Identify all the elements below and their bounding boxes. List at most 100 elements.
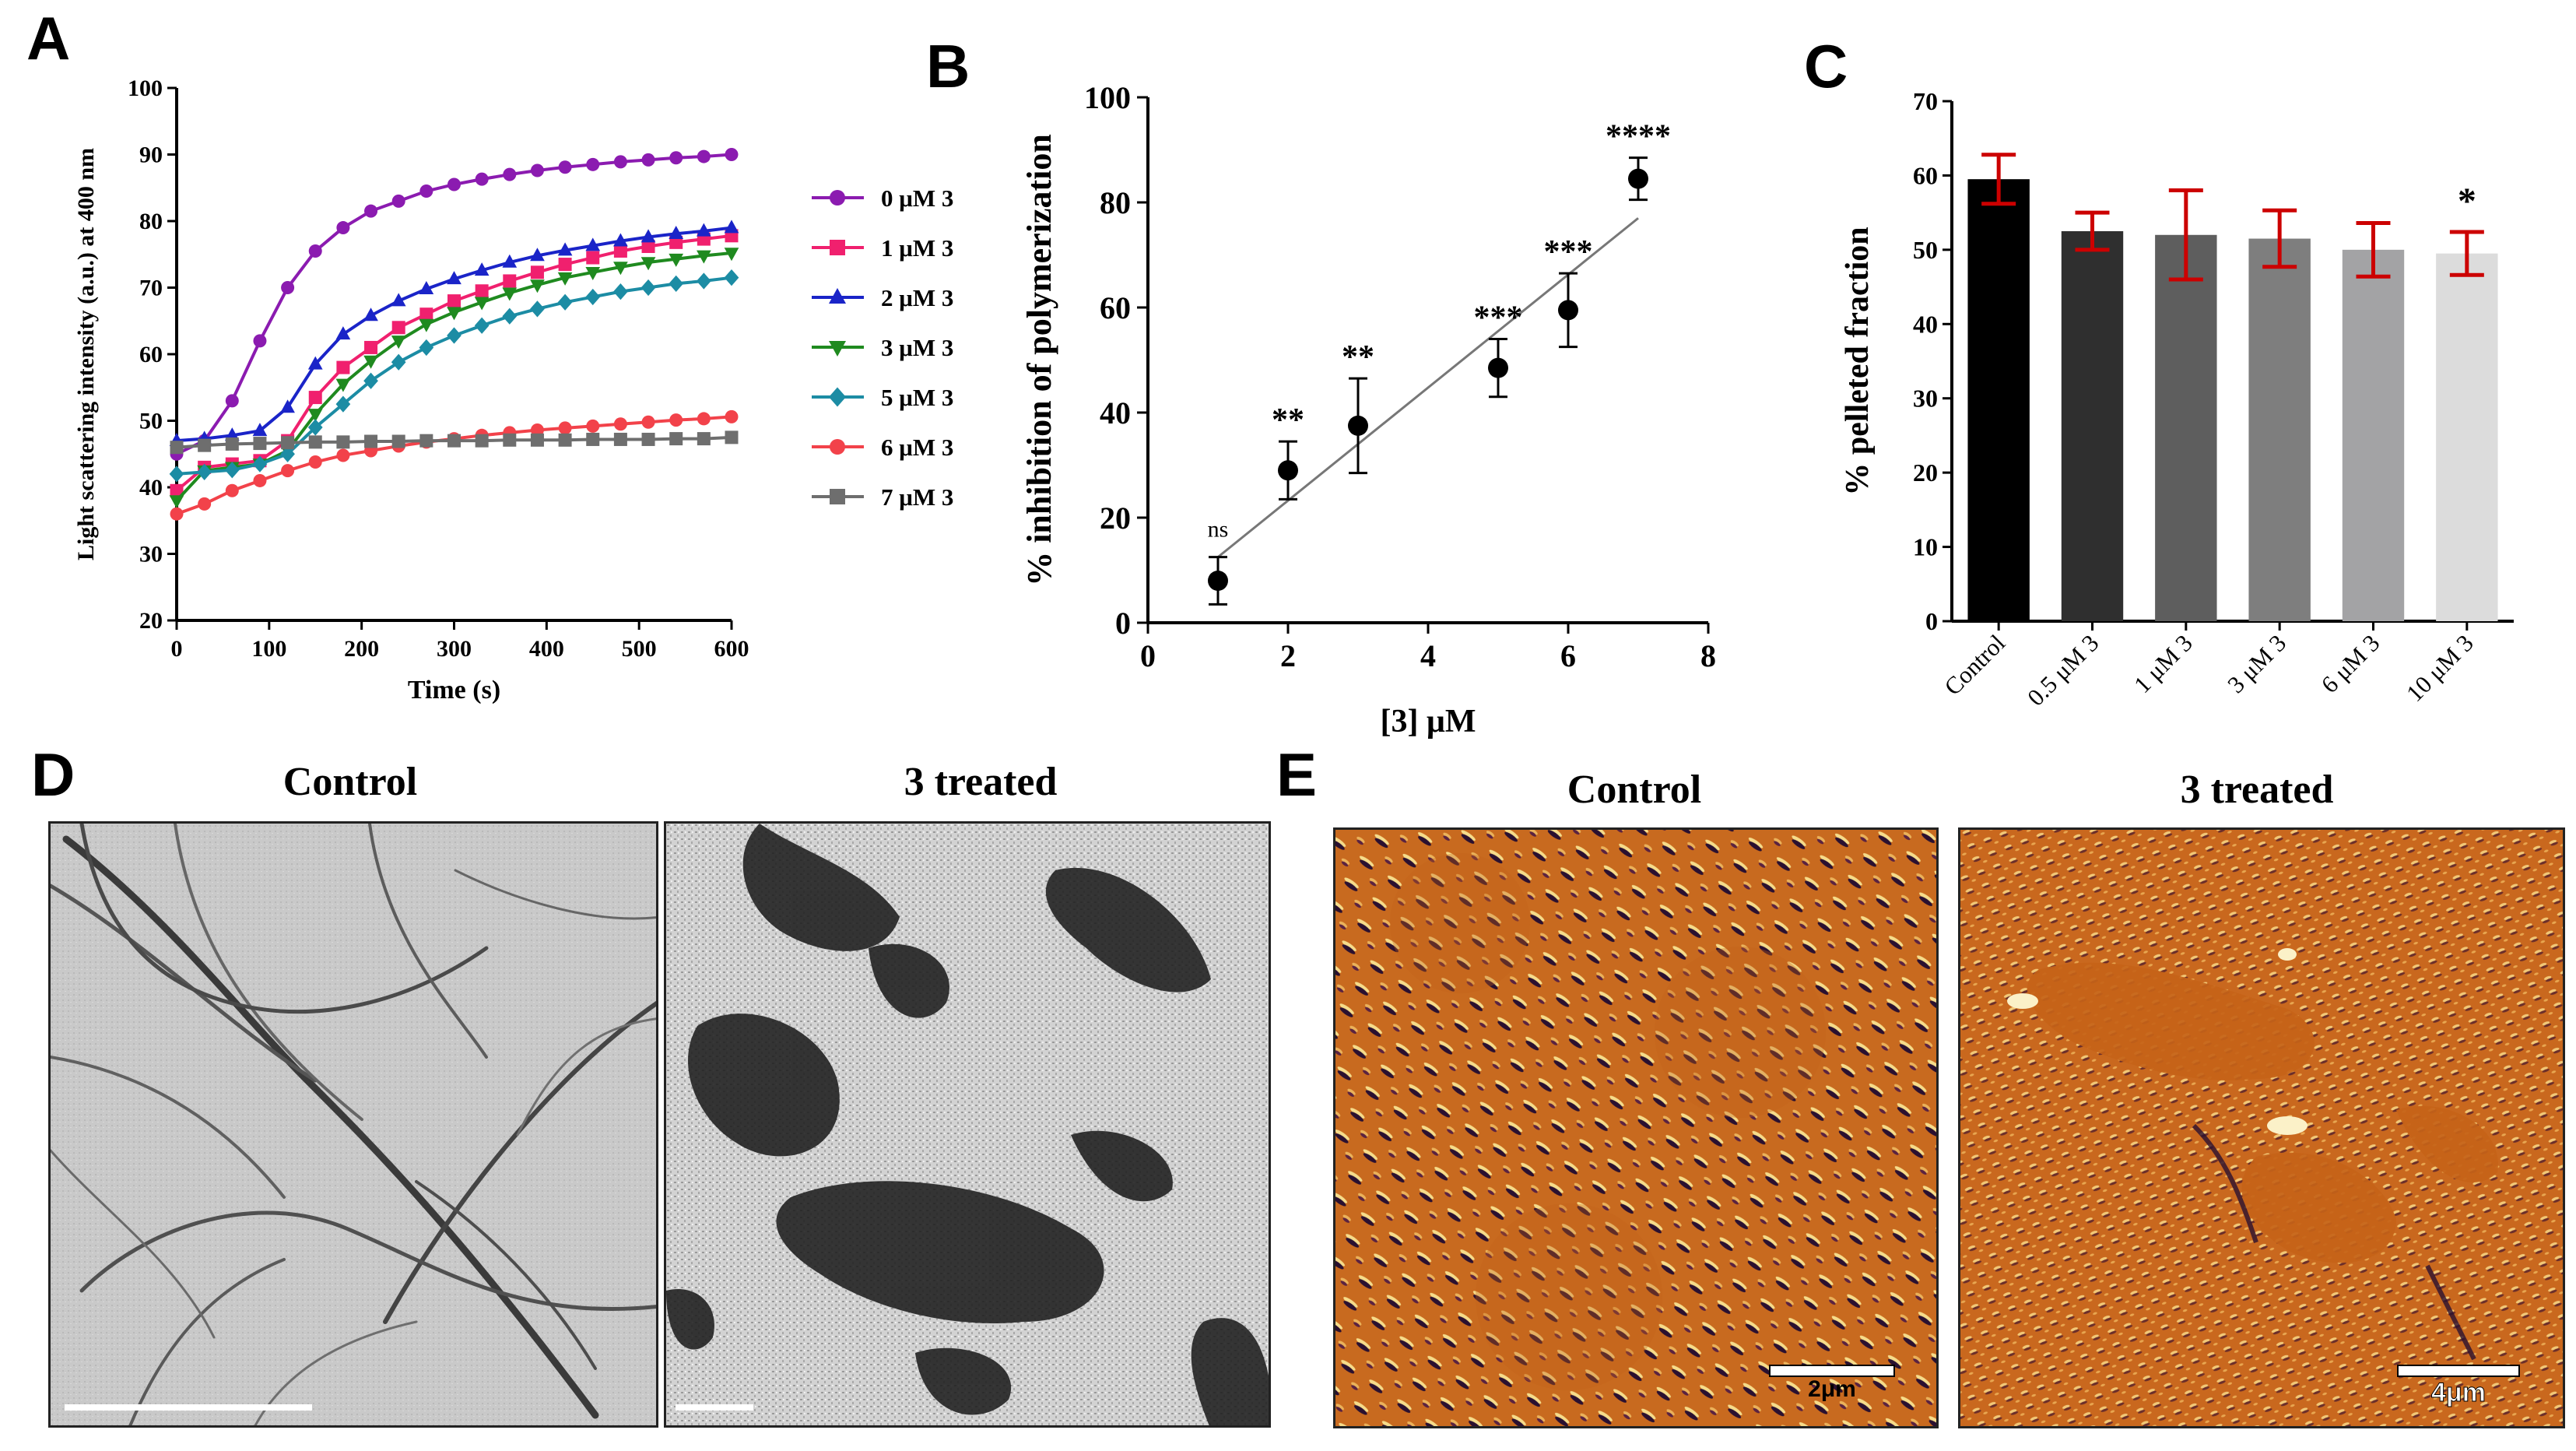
chart-a-point — [364, 434, 378, 448]
chart-a-point — [475, 172, 489, 186]
chart-a-point — [308, 391, 322, 405]
chart-a-point — [253, 473, 267, 487]
chart-a-point — [364, 340, 378, 354]
chart-a-point — [391, 353, 406, 371]
chart-a-point — [170, 441, 184, 455]
chart-b-x-tick-label: 2 — [1280, 638, 1296, 673]
chart-b-significance-label: ** — [1342, 339, 1374, 375]
chart-b-x-label: [3] μM — [1381, 704, 1476, 740]
chart-a-point — [391, 194, 405, 208]
chart-a-point — [502, 287, 518, 301]
chart-a-point — [586, 419, 600, 433]
chart-b-point-3 — [1488, 357, 1508, 378]
chart-a-legend-marker-6 — [830, 489, 845, 504]
chart-a-point — [307, 419, 323, 436]
chart-a-legend-label-0: 0 μM 3 — [881, 184, 953, 212]
chart-a-point — [225, 437, 239, 451]
chart-a-light-scattering: 20 30 40 50 60 70 80 90 100 0 100 200 300 400 500 600 Ti… — [73, 76, 953, 704]
chart-a-y-tick-label: 60 — [139, 342, 163, 367]
chart-a-point — [530, 423, 544, 437]
chart-a-point — [419, 434, 433, 448]
chart-a-point — [613, 233, 628, 247]
chart-a-x-tick-label: 100 — [251, 636, 286, 662]
chart-a-point — [613, 417, 627, 431]
chart-a-legend-label-5: 6 μM 3 — [881, 434, 953, 461]
chart-b-x-tick-label: 8 — [1700, 638, 1716, 673]
chart-b-y-tick-label: 80 — [1100, 185, 1131, 220]
chart-b-x-tick-label: 6 — [1560, 638, 1576, 673]
chart-a-point — [170, 483, 184, 497]
chart-a-point — [308, 455, 322, 469]
chart-a-y-tick-label: 100 — [128, 76, 163, 101]
chart-a-y-tick-label: 80 — [139, 209, 163, 234]
chart-c-bar-3 — [2248, 238, 2311, 621]
chart-b-significance-label: *** — [1544, 234, 1593, 270]
chart-a-point — [558, 421, 572, 435]
chart-a-point — [419, 281, 434, 295]
chart-a-point — [697, 412, 711, 426]
chart-a-point — [198, 438, 212, 452]
chart-a-point — [669, 226, 684, 240]
panel-letter-a: A — [26, 4, 71, 72]
chart-a-point — [363, 372, 378, 389]
chart-a-point — [641, 239, 655, 253]
chart-a-point — [280, 399, 295, 413]
chart-c-y-tick-label: 40 — [1913, 310, 1938, 338]
chart-a-point — [503, 274, 517, 288]
chart-b-significance-label: **** — [1606, 119, 1671, 155]
chart-a-point — [253, 437, 267, 451]
chart-a-point — [669, 432, 683, 446]
panel-letter-e: E — [1276, 740, 1318, 809]
chart-b-point-2 — [1348, 415, 1368, 436]
panel-d-right-title: 3 treated — [904, 760, 1058, 804]
chart-a-point — [725, 409, 739, 423]
chart-c-x-tick-label-1: 0.5 μM 3 — [2022, 629, 2104, 711]
chart-c-significance-label: * — [2458, 181, 2476, 222]
chart-b-inhibition: 0 20 40 60 80 100 0 2 4 6 8 [3] μM % inhibition of p… — [1020, 80, 1716, 740]
chart-a-point — [725, 430, 739, 444]
chart-a-legend-marker-5 — [830, 439, 845, 455]
chart-c-y-tick-label: 30 — [1913, 385, 1938, 413]
chart-b-point-4 — [1558, 300, 1578, 321]
chart-a-point — [530, 163, 544, 177]
chart-a-legend-label-2: 2 μM 3 — [881, 284, 953, 311]
chart-a-point — [419, 318, 434, 332]
chart-b-y-label: % inhibition of polymerization — [1020, 134, 1058, 586]
afm-scale-bar-right — [2397, 1365, 2520, 1377]
tem-scale-bar-left — [65, 1404, 312, 1411]
chart-a-x-tick-label: 400 — [529, 636, 564, 662]
chart-a-point — [447, 271, 462, 285]
chart-a-point — [253, 334, 267, 348]
chart-a-legend-label-4: 5 μM 3 — [881, 384, 953, 411]
chart-a-point — [503, 167, 517, 181]
chart-a-point — [697, 223, 711, 237]
chart-b-significance-label: ns — [1208, 517, 1229, 543]
chart-a-x-label: Time (s) — [408, 676, 500, 704]
chart-a-point — [224, 427, 240, 441]
chart-b-y-tick-label: 40 — [1100, 395, 1131, 430]
chart-a-legend-marker-0 — [830, 190, 845, 206]
chart-b-significance-label: ** — [1272, 402, 1304, 438]
chart-b-point-1 — [1278, 460, 1298, 481]
chart-c-y-tick-label: 50 — [1913, 236, 1938, 264]
chart-a-point — [391, 321, 405, 335]
chart-a-point — [419, 307, 433, 321]
chart-a-point — [530, 248, 545, 262]
chart-a-y-tick-label: 70 — [139, 276, 163, 301]
chart-a-point — [364, 204, 378, 218]
afm-scale-bar-left — [1769, 1365, 1895, 1377]
chart-c-y-tick-label: 70 — [1913, 87, 1938, 115]
chart-a-point — [641, 415, 655, 429]
chart-c-x-tick-label-3: 3 μM 3 — [2222, 629, 2291, 698]
chart-a-point — [280, 445, 295, 462]
afm-scale-label-left: 2μm — [1808, 1376, 1856, 1402]
chart-a-point — [697, 149, 711, 163]
chart-a-point — [503, 433, 517, 447]
chart-a-point — [475, 434, 489, 448]
chart-a-point — [391, 336, 406, 350]
afm-image-treated: 4μm — [1958, 827, 2565, 1428]
chart-c-bar-0 — [1967, 179, 2030, 621]
chart-a-legend-label-6: 7 μM 3 — [881, 483, 953, 511]
chart-a-point — [669, 253, 684, 267]
chart-a-x-tick-label: 0 — [171, 636, 183, 662]
